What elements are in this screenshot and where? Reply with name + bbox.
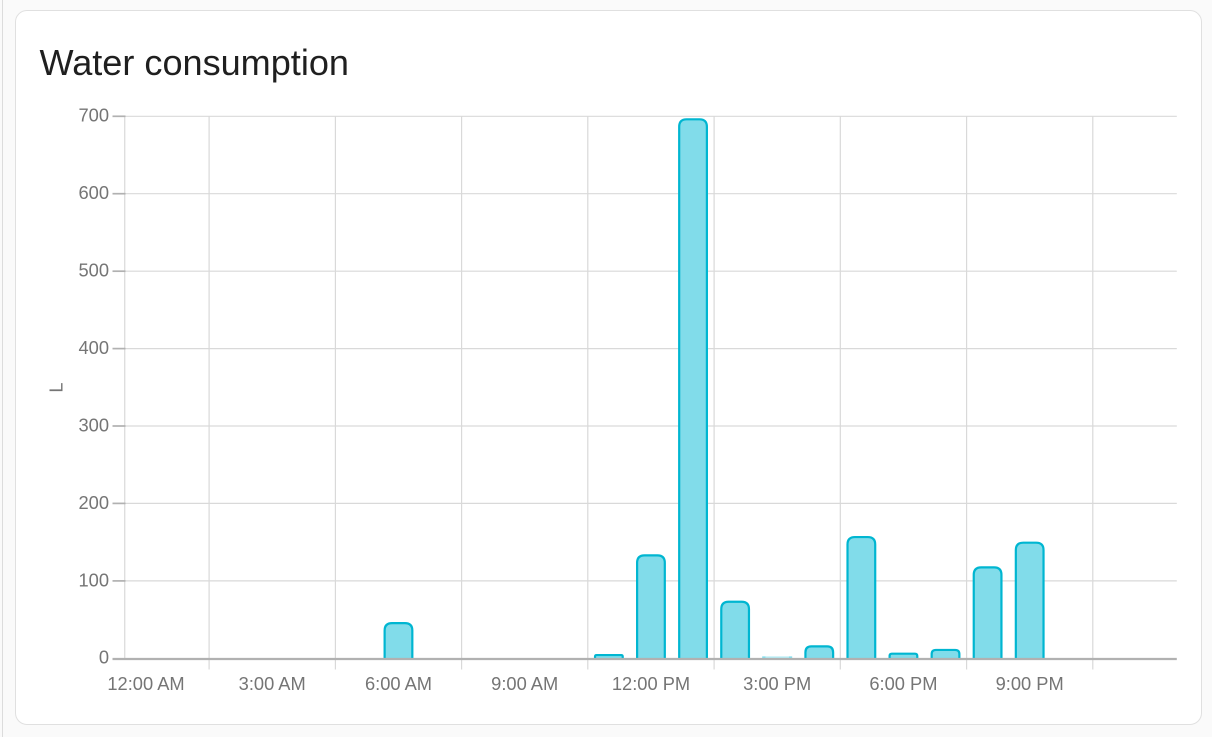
svg-text:9:00 PM: 9:00 PM <box>996 673 1064 694</box>
svg-text:12:00 AM: 12:00 AM <box>107 673 184 694</box>
svg-text:3:00 AM: 3:00 AM <box>239 673 306 694</box>
svg-text:600: 600 <box>78 182 109 203</box>
svg-text:100: 100 <box>78 569 109 590</box>
svg-text:400: 400 <box>78 337 109 358</box>
svg-text:9:00 AM: 9:00 AM <box>491 673 558 694</box>
svg-text:6:00 PM: 6:00 PM <box>869 673 937 694</box>
svg-text:L: L <box>45 383 66 393</box>
svg-text:500: 500 <box>78 260 109 281</box>
svg-text:300: 300 <box>78 414 109 435</box>
svg-text:0: 0 <box>99 647 109 668</box>
svg-text:12:00 PM: 12:00 PM <box>612 673 690 694</box>
svg-text:200: 200 <box>78 492 109 513</box>
svg-text:700: 700 <box>78 105 109 126</box>
svg-text:3:00 PM: 3:00 PM <box>743 673 811 694</box>
svg-text:6:00 AM: 6:00 AM <box>365 673 432 694</box>
